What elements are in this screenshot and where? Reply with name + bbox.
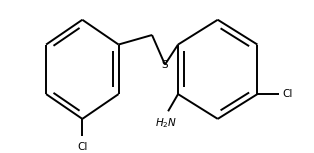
Text: Cl: Cl bbox=[77, 142, 88, 153]
Text: $H_2N$: $H_2N$ bbox=[155, 116, 177, 130]
Text: Cl: Cl bbox=[282, 89, 292, 99]
Text: S: S bbox=[162, 60, 168, 70]
